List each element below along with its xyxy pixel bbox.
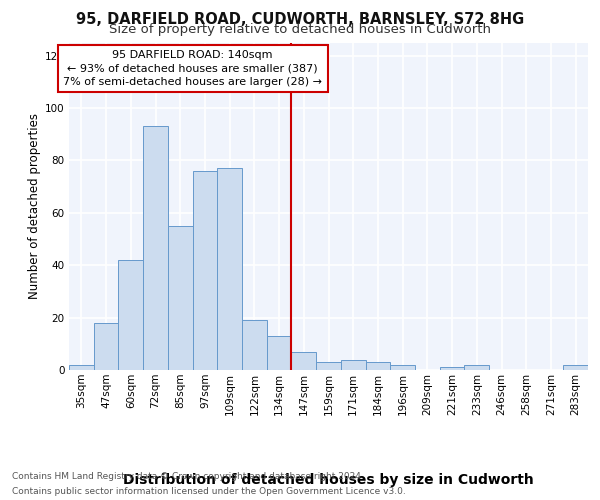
Text: 95 DARFIELD ROAD: 140sqm
← 93% of detached houses are smaller (387)
7% of semi-d: 95 DARFIELD ROAD: 140sqm ← 93% of detach… xyxy=(63,50,322,87)
Bar xyxy=(69,365,94,370)
Bar xyxy=(464,365,489,370)
Text: 95, DARFIELD ROAD, CUDWORTH, BARNSLEY, S72 8HG: 95, DARFIELD ROAD, CUDWORTH, BARNSLEY, S… xyxy=(76,12,524,28)
Text: Size of property relative to detached houses in Cudworth: Size of property relative to detached ho… xyxy=(109,22,491,36)
Bar xyxy=(168,226,193,370)
Bar xyxy=(267,336,292,370)
Y-axis label: Number of detached properties: Number of detached properties xyxy=(28,114,41,299)
Bar xyxy=(143,126,168,370)
Bar xyxy=(193,171,217,370)
Bar xyxy=(316,362,341,370)
Bar xyxy=(217,168,242,370)
Bar xyxy=(94,323,118,370)
Bar xyxy=(365,362,390,370)
Bar xyxy=(242,320,267,370)
Bar xyxy=(118,260,143,370)
Bar xyxy=(341,360,365,370)
Text: Contains HM Land Registry data © Crown copyright and database right 2024.: Contains HM Land Registry data © Crown c… xyxy=(12,472,364,481)
Text: Contains public sector information licensed under the Open Government Licence v3: Contains public sector information licen… xyxy=(12,487,406,496)
Bar xyxy=(292,352,316,370)
Bar xyxy=(563,365,588,370)
X-axis label: Distribution of detached houses by size in Cudworth: Distribution of detached houses by size … xyxy=(123,473,534,487)
Bar xyxy=(440,368,464,370)
Bar xyxy=(390,365,415,370)
